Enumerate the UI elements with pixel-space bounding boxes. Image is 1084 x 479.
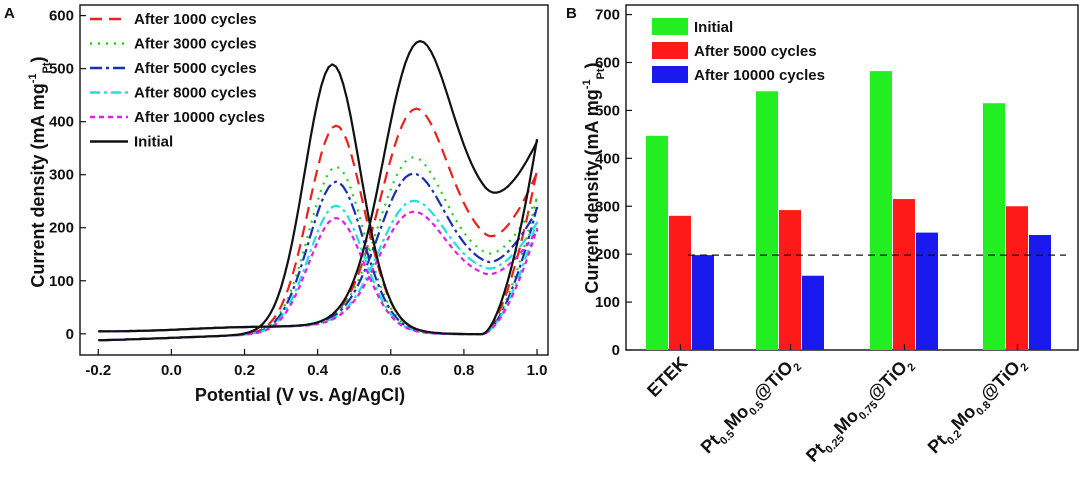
panel-b-y-ticks: 0 100 200 300 400 500 600 700 bbox=[595, 7, 632, 359]
y-tick-label: 100 bbox=[49, 273, 74, 290]
panel-a-legend: After 1000 cycles After 3000 cycles After … bbox=[90, 11, 265, 151]
bar-after-5000-cycles bbox=[669, 215, 691, 350]
bar-after-5000-cycles bbox=[893, 199, 915, 350]
panel-b-bars bbox=[646, 71, 1051, 351]
panel-a-label: A bbox=[4, 5, 15, 22]
panel-a-y-axis-label: Current density (mA mg-1Pt) bbox=[27, 56, 53, 287]
legend-label-after-3000-cycles: After 3000 cycles bbox=[134, 36, 257, 53]
legend-label-after-1000-cycles: After 1000 cycles bbox=[134, 11, 257, 28]
legend-label-initial: Initial bbox=[134, 134, 173, 151]
y-tick-label: 300 bbox=[595, 198, 620, 215]
x-tick-label: -0.2 bbox=[85, 362, 111, 379]
x-tick-label: 0.8 bbox=[453, 362, 474, 379]
category-label: Pt0.5Mo0.5@TiO2 bbox=[697, 353, 804, 460]
panel-a-x-axis-label: Potential (V vs. Ag/AgCl) bbox=[195, 385, 405, 405]
bar-initial bbox=[983, 103, 1005, 351]
x-tick-label: 0.2 bbox=[234, 362, 255, 379]
panel-b: B 0 100 200 300 400 500 600 700 Initial After 50… bbox=[566, 4, 1079, 469]
category-label: Pt0.25Mo0.75@TiO2 bbox=[802, 353, 918, 469]
legend-label-initial: Initial bbox=[694, 19, 733, 36]
y-tick-label: 400 bbox=[595, 150, 620, 167]
bar-after-10000-cycles bbox=[692, 255, 714, 350]
category-label: ETEK bbox=[643, 353, 691, 401]
legend-label-after-8000-cycles: After 8000 cycles bbox=[134, 85, 257, 102]
bar-after-5000-cycles bbox=[1006, 206, 1028, 350]
panel-b-label: B bbox=[566, 5, 577, 22]
y-tick-label: 200 bbox=[595, 246, 620, 263]
curve-after-8000-cycles bbox=[98, 199, 539, 342]
bar-initial bbox=[756, 91, 778, 350]
curve-after-3000-cycles bbox=[98, 156, 539, 342]
y-tick-label: 0 bbox=[66, 326, 74, 343]
bar-initial bbox=[870, 71, 892, 350]
legend-swatch-initial bbox=[652, 18, 688, 35]
y-tick-label: 600 bbox=[595, 55, 620, 72]
legend-label-after-10000-cycles: After 10000 cycles bbox=[134, 109, 265, 126]
legend-swatch-after-5000-cycles bbox=[652, 42, 688, 59]
panel-a-frame bbox=[79, 4, 549, 356]
y-tick-label: 100 bbox=[595, 294, 620, 311]
x-tick-label: 0.0 bbox=[161, 362, 182, 379]
panel-a-curves bbox=[98, 39, 539, 342]
y-tick-label: 0 bbox=[612, 342, 620, 359]
y-tick-label: 600 bbox=[49, 8, 74, 25]
panel-a-y-ticks: 0 100 200 300 400 500 600 bbox=[49, 8, 86, 343]
panel-a-x-ticks: -0.2 0.0 0.2 0.4 0.6 0.8 1.0 bbox=[85, 349, 547, 379]
curve-initial bbox=[98, 39, 539, 342]
panel-b-y-axis-label: Current density (mA mg-1Pt) bbox=[581, 62, 607, 293]
legend-label-after-5000-cycles: After 5000 cycles bbox=[134, 60, 257, 77]
legend-label-after-5000-cycles: After 5000 cycles bbox=[694, 43, 817, 60]
bar-after-10000-cycles bbox=[916, 232, 938, 350]
x-tick-label: 0.4 bbox=[307, 362, 329, 379]
x-tick-label: 0.6 bbox=[380, 362, 401, 379]
bar-after-10000-cycles bbox=[1029, 235, 1051, 350]
panel-b-frame bbox=[625, 4, 1079, 351]
panel-b-category-labels: ETEKPt0.5Mo0.5@TiO2Pt0.25Mo0.75@TiO2Pt0.… bbox=[643, 353, 1031, 469]
bar-after-5000-cycles bbox=[779, 210, 801, 350]
y-tick-label: 500 bbox=[49, 61, 74, 78]
y-tick-label: 700 bbox=[595, 7, 620, 24]
y-tick-label: 200 bbox=[49, 220, 74, 237]
panel-b-legend: Initial After 5000 cycles After 10000 cycl… bbox=[652, 18, 825, 84]
y-tick-label: 400 bbox=[49, 114, 74, 131]
y-tick-label: 300 bbox=[49, 167, 74, 184]
y-tick-label: 500 bbox=[595, 102, 620, 119]
legend-swatch-after-10000-cycles bbox=[652, 66, 688, 83]
legend-label-after-10000-cycles: After 10000 cycles bbox=[694, 67, 825, 84]
bar-after-10000-cycles bbox=[802, 275, 824, 350]
panel-a: A -0.2 0.0 0.2 0.4 0.6 0.8 1.0 0 100 200 300 400 50… bbox=[4, 4, 549, 405]
category-label: Pt0.2Mo0.8@TiO2 bbox=[924, 353, 1031, 460]
bar-initial bbox=[646, 135, 668, 350]
x-tick-label: 1.0 bbox=[527, 362, 548, 379]
